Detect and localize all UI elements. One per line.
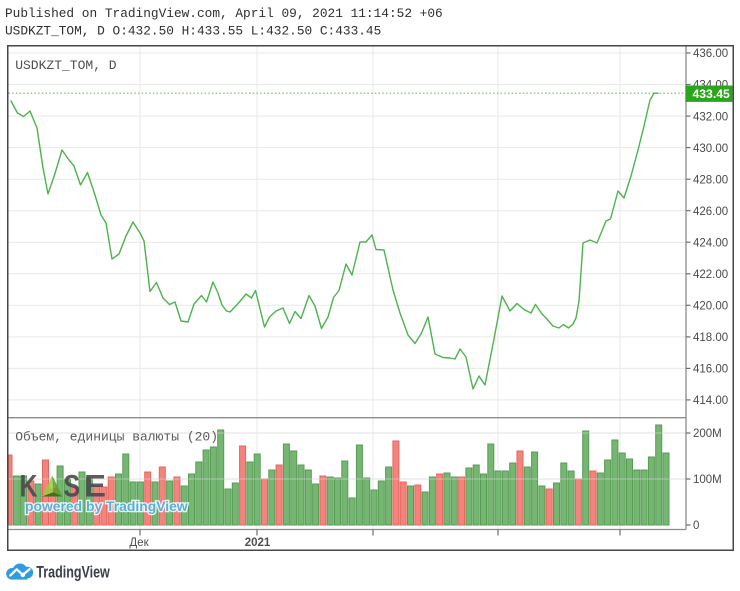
svg-text:426.00: 426.00 [693,206,728,218]
svg-text:432.00: 432.00 [693,111,728,123]
svg-text:420.00: 420.00 [693,301,728,313]
svg-text:436.00: 436.00 [693,48,728,60]
svg-text:424.00: 424.00 [693,237,728,249]
svg-text:414.00: 414.00 [693,395,728,407]
svg-text:S: S [64,468,81,504]
svg-text:416.00: 416.00 [693,364,728,376]
svg-text:K: K [20,468,38,504]
svg-text:E: E [84,468,106,504]
svg-text:Дек: Дек [129,537,149,549]
svg-text:433.45: 433.45 [693,87,730,101]
svg-text:428.00: 428.00 [693,174,728,186]
svg-text:powered by TradingView: powered by TradingView [25,498,188,514]
svg-text:430.00: 430.00 [693,143,728,155]
svg-text:0: 0 [693,520,699,532]
svg-text:USDKZT_TOM, D O:432.50 H:433.5: USDKZT_TOM, D O:432.50 H:433.55 L:432.50… [5,24,381,39]
svg-text:422.00: 422.00 [693,269,728,281]
svg-text:418.00: 418.00 [693,332,728,344]
svg-text:100M: 100M [693,474,722,486]
svg-text:2021: 2021 [245,537,271,549]
svg-text:Published on TradingView.com,: Published on TradingView.com, April 09, … [5,6,443,21]
svg-text:TradingView: TradingView [36,563,110,581]
svg-text:200M: 200M [693,428,722,440]
svg-text:Объем, единицы валюты (20): Объем, единицы валюты (20) [15,430,218,445]
svg-text:USDKZT_TOM, D: USDKZT_TOM, D [15,58,117,73]
